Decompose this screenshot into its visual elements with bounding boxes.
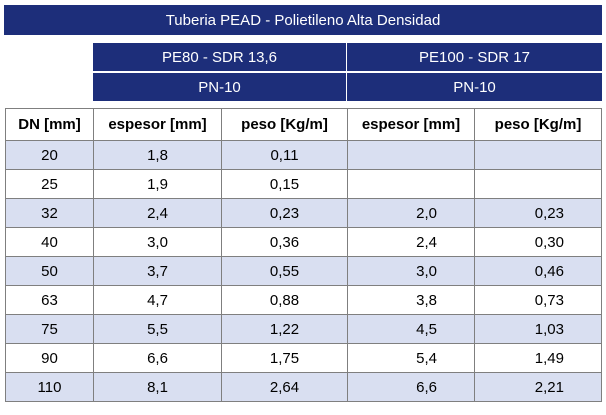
cell-pe80-peso: 0,36 [221, 227, 348, 257]
col-header-pe80-peso: peso [Kg/m] [221, 108, 348, 141]
table-row: 20 1,8 0,11 [5, 140, 602, 170]
cell-pe100-peso [474, 169, 602, 199]
cell-pe80-peso: 0,55 [221, 256, 348, 286]
cell-dn: 20 [5, 140, 94, 170]
cell-pe80-peso: 0,11 [221, 140, 348, 170]
cell-pe100-espesor: 2,4 [347, 227, 475, 257]
cell-pe80-peso: 0,23 [221, 198, 348, 228]
cell-pe80-espesor: 3,0 [93, 227, 222, 257]
cell-dn: 90 [5, 343, 94, 373]
cell-pe100-peso: 1,49 [474, 343, 602, 373]
col-header-pe100-espesor: espesor [mm] [347, 108, 475, 141]
cell-pe80-espesor: 4,7 [93, 285, 222, 315]
table-row: 40 3,0 0,36 2,4 0,30 [5, 227, 602, 257]
cell-pe80-peso: 1,75 [221, 343, 348, 373]
cell-dn: 32 [5, 198, 94, 228]
table-title: Tuberia PEAD - Polietileno Alta Densidad [4, 5, 602, 35]
group-pe80-name: PE80 - SDR 13,6 [93, 43, 347, 71]
cell-pe80-peso: 2,64 [221, 372, 348, 402]
cell-pe100-espesor: 3,0 [347, 256, 475, 286]
cell-pe100-peso [474, 140, 602, 170]
col-header-pe100-peso: peso [Kg/m] [474, 108, 602, 141]
col-header-pe80-espesor: espesor [mm] [93, 108, 222, 141]
cell-pe100-peso: 0,46 [474, 256, 602, 286]
cell-pe80-peso: 0,15 [221, 169, 348, 199]
pipe-data-table: DN [mm] espesor [mm] peso [Kg/m] espesor… [5, 108, 602, 402]
cell-pe80-espesor: 5,5 [93, 314, 222, 344]
col-header-dn: DN [mm] [5, 108, 94, 141]
cell-pe100-peso: 0,73 [474, 285, 602, 315]
cell-dn: 63 [5, 285, 94, 315]
table-row: 32 2,4 0,23 2,0 0,23 [5, 198, 602, 228]
table-row: 63 4,7 0,88 3,8 0,73 [5, 285, 602, 315]
cell-pe100-peso: 0,30 [474, 227, 602, 257]
cell-pe100-espesor: 6,6 [347, 372, 475, 402]
cell-dn: 75 [5, 314, 94, 344]
table-row: 90 6,6 1,75 5,4 1,49 [5, 343, 602, 373]
group-pe100-pn: PN-10 [347, 73, 602, 101]
group-pe80-pn: PN-10 [93, 73, 347, 101]
cell-pe80-espesor: 3,7 [93, 256, 222, 286]
cell-dn: 40 [5, 227, 94, 257]
header-row: DN [mm] espesor [mm] peso [Kg/m] espesor… [5, 108, 602, 141]
table-row: 50 3,7 0,55 3,0 0,46 [5, 256, 602, 286]
cell-pe100-peso: 1,03 [474, 314, 602, 344]
cell-pe100-peso: 0,23 [474, 198, 602, 228]
cell-dn: 110 [5, 372, 94, 402]
cell-pe100-espesor: 5,4 [347, 343, 475, 373]
cell-pe100-espesor: 3,8 [347, 285, 475, 315]
cell-dn: 50 [5, 256, 94, 286]
cell-pe100-espesor: 4,5 [347, 314, 475, 344]
cell-pe80-espesor: 2,4 [93, 198, 222, 228]
cell-pe100-espesor [347, 169, 475, 199]
cell-pe100-espesor [347, 140, 475, 170]
cell-pe80-peso: 0,88 [221, 285, 348, 315]
cell-dn: 25 [5, 169, 94, 199]
cell-pe80-espesor: 1,8 [93, 140, 222, 170]
group-pe100-name: PE100 - SDR 17 [347, 43, 602, 71]
table-row: 75 5,5 1,22 4,5 1,03 [5, 314, 602, 344]
cell-pe80-espesor: 1,9 [93, 169, 222, 199]
cell-pe100-peso: 2,21 [474, 372, 602, 402]
cell-pe80-espesor: 8,1 [93, 372, 222, 402]
cell-pe80-espesor: 6,6 [93, 343, 222, 373]
cell-pe80-peso: 1,22 [221, 314, 348, 344]
table-row: 25 1,9 0,15 [5, 169, 602, 199]
cell-pe100-espesor: 2,0 [347, 198, 475, 228]
table-row: 110 8,1 2,64 6,6 2,21 [5, 372, 602, 402]
